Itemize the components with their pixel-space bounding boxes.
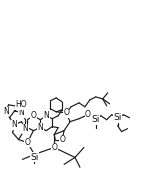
Text: Si: Si xyxy=(30,153,39,162)
Text: HO: HO xyxy=(16,100,27,109)
Text: N: N xyxy=(43,111,49,120)
Text: Si: Si xyxy=(92,115,100,124)
Text: O: O xyxy=(51,143,57,152)
Text: O: O xyxy=(30,111,36,120)
Text: O: O xyxy=(59,135,65,144)
Text: O: O xyxy=(24,138,30,147)
Text: O: O xyxy=(85,110,91,119)
Text: N: N xyxy=(23,124,28,133)
Text: N: N xyxy=(37,123,43,132)
Text: N: N xyxy=(3,107,8,116)
Text: N: N xyxy=(19,108,24,117)
Text: N: N xyxy=(12,120,17,129)
Text: O: O xyxy=(63,108,69,117)
Text: Si: Si xyxy=(113,113,122,122)
